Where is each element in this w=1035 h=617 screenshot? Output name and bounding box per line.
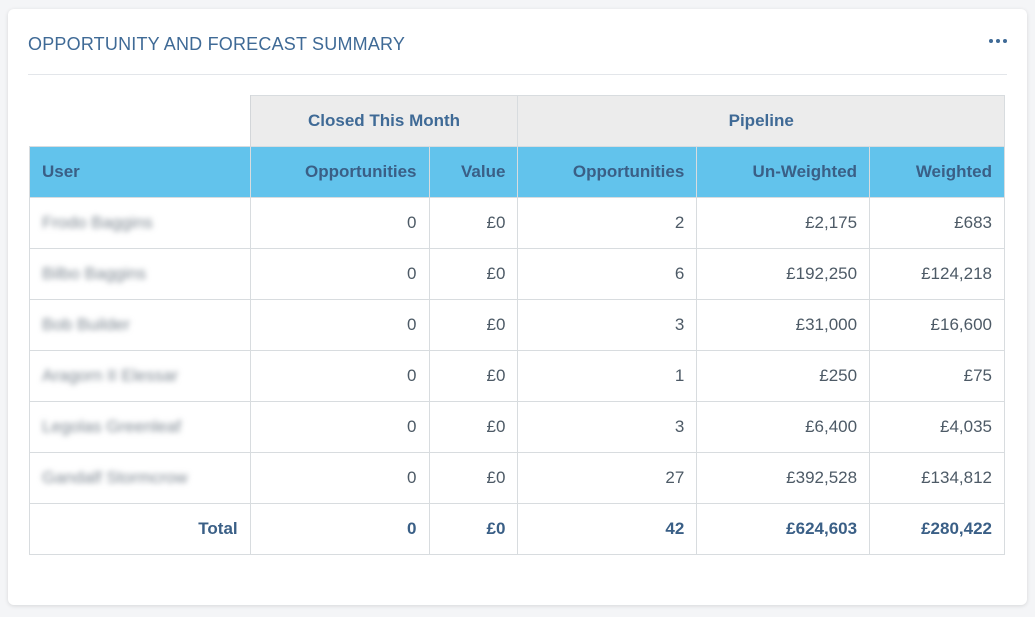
group-header-pipeline: Pipeline <box>517 95 1005 147</box>
pipeline-opportunities-cell: 3 <box>517 299 698 351</box>
total-un-weighted: £624,603 <box>696 503 871 555</box>
total-closed-opportunities: 0 <box>249 503 430 555</box>
weighted-cell: £16,600 <box>869 299 1005 351</box>
un-weighted-cell: £192,250 <box>696 248 871 300</box>
group-header-row: Closed This Month Pipeline <box>29 95 1005 147</box>
closed-value-cell: £0 <box>428 197 519 249</box>
un-weighted-cell: £250 <box>696 350 871 402</box>
un-weighted-cell: £2,175 <box>696 197 871 249</box>
dot <box>996 39 1000 43</box>
column-header-user[interactable]: User <box>29 146 251 198</box>
closed-opportunities-cell: 0 <box>249 248 430 300</box>
group-header-closed-this-month: Closed This Month <box>249 95 519 147</box>
total-closed-value: £0 <box>428 503 519 555</box>
card-header: OPPORTUNITY AND FORECAST SUMMARY <box>28 9 1007 75</box>
table-row: Gandalf Stormcrow 0 £0 27 £392,528 £134,… <box>29 452 1005 504</box>
dot <box>1003 39 1007 43</box>
closed-opportunities-cell: 0 <box>249 350 430 402</box>
user-name: Bilbo Baggins <box>42 264 146 283</box>
user-cell: Legolas Greenleaf <box>29 401 251 453</box>
opportunity-forecast-summary-card: OPPORTUNITY AND FORECAST SUMMARY Closed … <box>8 9 1027 605</box>
total-weighted: £280,422 <box>869 503 1005 555</box>
un-weighted-cell: £392,528 <box>696 452 871 504</box>
table-row: Bob Builder 0 £0 3 £31,000 £16,600 <box>29 299 1005 351</box>
closed-opportunities-cell: 0 <box>249 452 430 504</box>
user-cell: Bilbo Baggins <box>29 248 251 300</box>
weighted-cell: £134,812 <box>869 452 1005 504</box>
total-label: Total <box>29 503 251 555</box>
user-name: Gandalf Stormcrow <box>42 468 188 487</box>
user-name: Aragorn II Elessar <box>42 366 179 385</box>
un-weighted-cell: £31,000 <box>696 299 871 351</box>
group-header-empty <box>29 95 251 147</box>
column-header-closed-opportunities[interactable]: Opportunities <box>249 146 430 198</box>
closed-opportunities-cell: 0 <box>249 299 430 351</box>
closed-value-cell: £0 <box>428 248 519 300</box>
table-body: Frodo Baggins 0 £0 2 £2,175 £683 Bilbo B… <box>29 197 1005 555</box>
un-weighted-cell: £6,400 <box>696 401 871 453</box>
user-cell: Aragorn II Elessar <box>29 350 251 402</box>
card-title: OPPORTUNITY AND FORECAST SUMMARY <box>28 34 406 54</box>
table-row: Bilbo Baggins 0 £0 6 £192,250 £124,218 <box>29 248 1005 300</box>
closed-value-cell: £0 <box>428 452 519 504</box>
table-row: Aragorn II Elessar 0 £0 1 £250 £75 <box>29 350 1005 402</box>
total-row: Total 0 £0 42 £624,603 £280,422 <box>29 503 1005 555</box>
table-row: Frodo Baggins 0 £0 2 £2,175 £683 <box>29 197 1005 249</box>
weighted-cell: £124,218 <box>869 248 1005 300</box>
column-header-weighted[interactable]: Weighted <box>869 146 1005 198</box>
column-header-row: User Opportunities Value Opportunities U… <box>29 146 1005 198</box>
user-cell: Gandalf Stormcrow <box>29 452 251 504</box>
closed-value-cell: £0 <box>428 299 519 351</box>
column-header-pipeline-opportunities[interactable]: Opportunities <box>517 146 698 198</box>
weighted-cell: £75 <box>869 350 1005 402</box>
total-pipeline-opportunities: 42 <box>517 503 698 555</box>
user-name: Frodo Baggins <box>42 213 153 232</box>
pipeline-opportunities-cell: 3 <box>517 401 698 453</box>
column-header-un-weighted[interactable]: Un-Weighted <box>696 146 871 198</box>
user-name: Bob Builder <box>42 315 130 334</box>
weighted-cell: £4,035 <box>869 401 1005 453</box>
closed-opportunities-cell: 0 <box>249 197 430 249</box>
closed-value-cell: £0 <box>428 401 519 453</box>
pipeline-opportunities-cell: 2 <box>517 197 698 249</box>
user-cell: Bob Builder <box>29 299 251 351</box>
closed-opportunities-cell: 0 <box>249 401 430 453</box>
user-cell: Frodo Baggins <box>29 197 251 249</box>
column-header-closed-value[interactable]: Value <box>428 146 519 198</box>
dot <box>989 39 993 43</box>
weighted-cell: £683 <box>869 197 1005 249</box>
pipeline-opportunities-cell: 1 <box>517 350 698 402</box>
pipeline-opportunities-cell: 6 <box>517 248 698 300</box>
summary-table: Closed This Month Pipeline User Opportun… <box>29 95 1005 555</box>
user-name: Legolas Greenleaf <box>42 417 181 436</box>
pipeline-opportunities-cell: 27 <box>517 452 698 504</box>
closed-value-cell: £0 <box>428 350 519 402</box>
more-options-icon[interactable] <box>989 34 1007 48</box>
table-row: Legolas Greenleaf 0 £0 3 £6,400 £4,035 <box>29 401 1005 453</box>
